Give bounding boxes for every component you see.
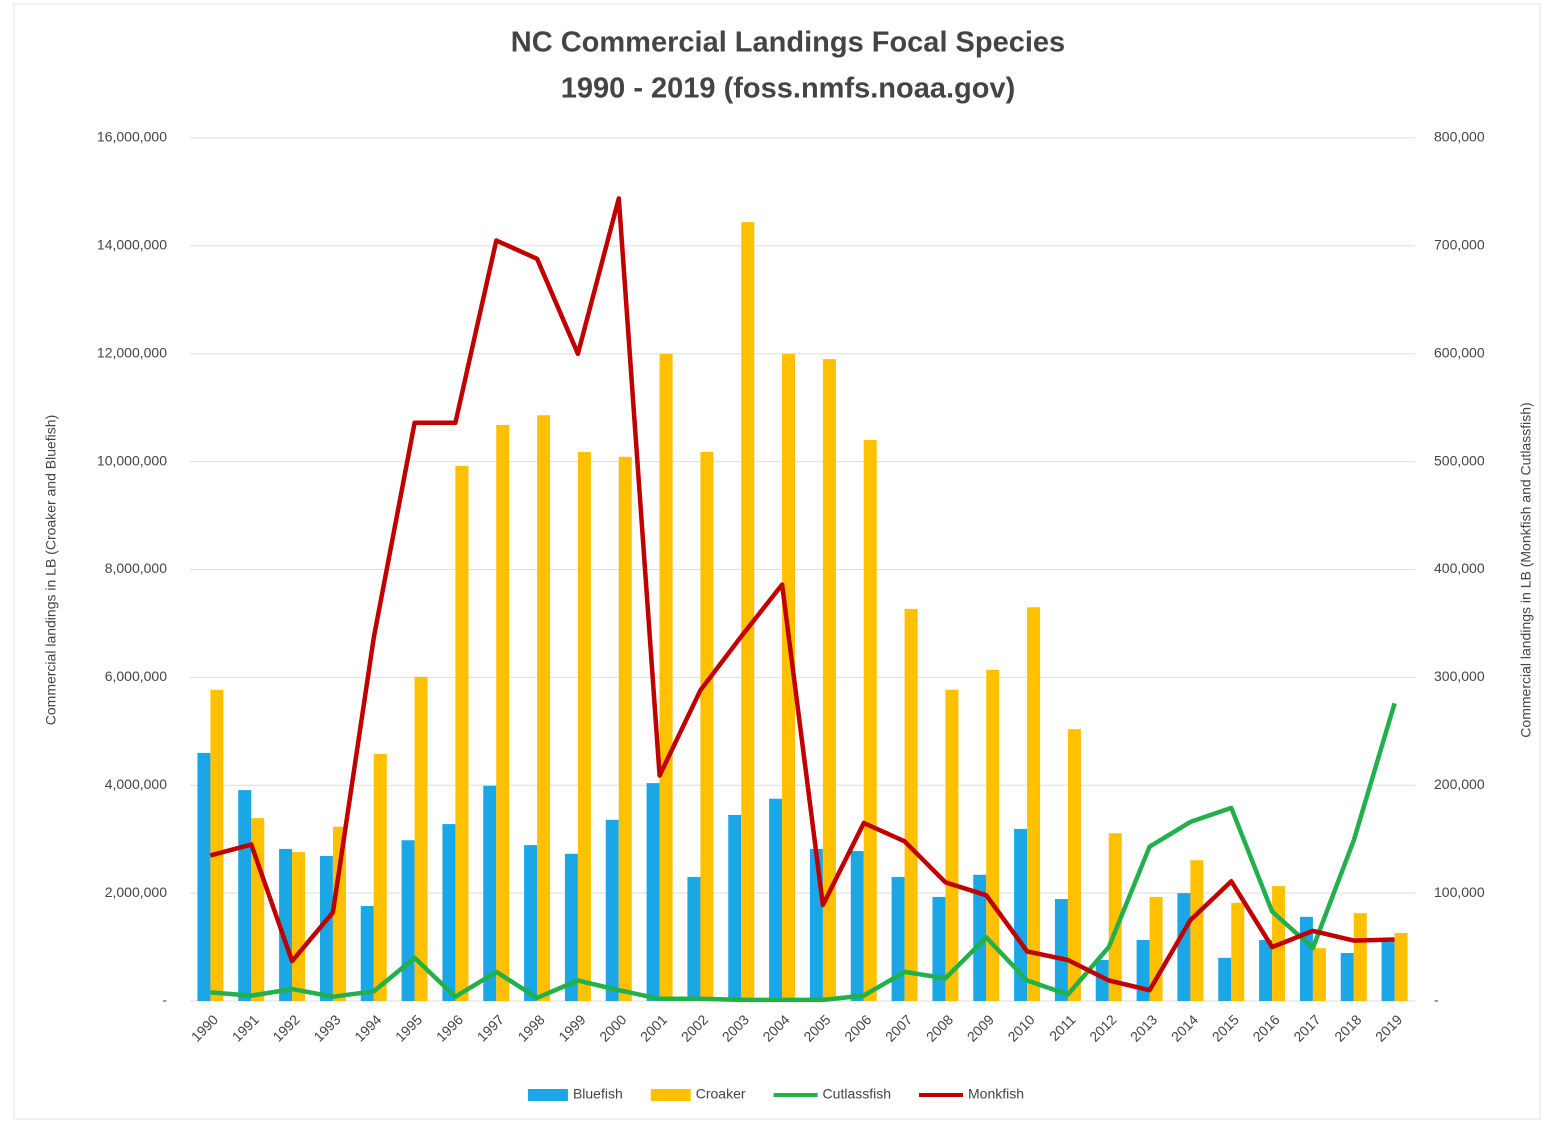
y-tick-label: 4,000,000 — [105, 776, 167, 792]
y2-tick-label: 100,000 — [1434, 884, 1485, 900]
bar — [700, 451, 714, 1001]
bar — [1177, 893, 1191, 1001]
bar — [605, 819, 619, 1001]
bar — [1067, 729, 1081, 1001]
bar — [1027, 607, 1041, 1001]
bar — [904, 608, 918, 1001]
bar — [279, 848, 293, 1001]
legend-label: Cutlassfish — [823, 1086, 891, 1102]
bar — [1095, 960, 1109, 1001]
bar — [646, 783, 660, 1001]
y2-tick-label: 700,000 — [1434, 237, 1485, 253]
bar — [741, 222, 755, 1001]
bar — [1054, 899, 1068, 1001]
bar — [332, 826, 346, 1001]
y-tick-label: 6,000,000 — [105, 668, 167, 684]
y-tick-label: 10,000,000 — [97, 452, 167, 468]
bar — [496, 424, 510, 1001]
y2-tick-label: 500,000 — [1434, 452, 1485, 468]
bar — [537, 415, 551, 1001]
bar — [1381, 941, 1395, 1001]
bar — [251, 818, 265, 1001]
y2-tick-label: 200,000 — [1434, 776, 1485, 792]
legend-label: Monkfish — [968, 1086, 1024, 1102]
bar — [1218, 957, 1232, 1001]
bar — [1014, 828, 1028, 1001]
y-tick-label: 14,000,000 — [97, 237, 167, 253]
chart-title: NC Commercial Landings Focal Species — [511, 27, 1065, 59]
bar — [197, 752, 211, 1001]
bar — [769, 798, 783, 1001]
bar — [483, 785, 497, 1001]
legend-swatch — [527, 1089, 568, 1101]
bar — [1394, 933, 1408, 1001]
bar — [1340, 952, 1354, 1001]
bar — [986, 669, 1000, 1001]
bar — [728, 814, 742, 1001]
y-tick-label: - — [162, 992, 167, 1008]
line-series — [209, 196, 1395, 993]
bar — [360, 906, 374, 1001]
bar — [1259, 940, 1273, 1001]
bar — [1231, 902, 1245, 1001]
bar — [401, 840, 415, 1001]
bar — [945, 689, 959, 1001]
bar — [1108, 833, 1122, 1001]
bar — [564, 853, 578, 1001]
y2-tick-label: 400,000 — [1434, 560, 1485, 576]
bar — [850, 851, 864, 1001]
y-tick-label: 12,000,000 — [97, 344, 167, 360]
bar — [373, 753, 387, 1001]
bar — [442, 824, 456, 1001]
bar — [863, 440, 877, 1001]
bar — [687, 876, 701, 1001]
bar — [414, 676, 428, 1001]
y2-tick-label: - — [1434, 992, 1439, 1008]
y2-tick-label: 800,000 — [1434, 129, 1485, 145]
bar — [1353, 913, 1367, 1001]
bar — [618, 456, 632, 1001]
bar — [292, 852, 306, 1001]
bar — [319, 855, 333, 1001]
bar — [891, 876, 905, 1001]
y2-axis-title: Commercial landings in LB (Monkfish and … — [1518, 402, 1534, 737]
y-tick-label: 8,000,000 — [105, 560, 167, 576]
legend-swatch — [650, 1089, 691, 1101]
bar — [1190, 860, 1204, 1001]
bar — [455, 465, 469, 1001]
bar — [932, 896, 946, 1001]
bar — [210, 689, 224, 1001]
bar — [659, 353, 673, 1001]
bar — [782, 353, 796, 1001]
legend-label: Croaker — [696, 1086, 746, 1102]
y2-tick-label: 600,000 — [1434, 344, 1485, 360]
y-tick-label: 2,000,000 — [105, 884, 167, 900]
y-tick-label: 16,000,000 — [97, 129, 167, 145]
bar — [238, 790, 252, 1001]
y-axis-title: Commercial landings in LB (Croaker and B… — [43, 415, 59, 725]
bar — [1312, 948, 1326, 1001]
bar — [822, 359, 836, 1001]
bar — [577, 451, 591, 1001]
legend-label: Bluefish — [573, 1086, 623, 1102]
bar — [973, 874, 987, 1001]
chart-subtitle: 1990 - 2019 (foss.nmfs.noaa.gov) — [561, 73, 1016, 105]
y2-tick-label: 300,000 — [1434, 668, 1485, 684]
line-series — [210, 702, 1397, 1003]
bar — [524, 845, 538, 1001]
